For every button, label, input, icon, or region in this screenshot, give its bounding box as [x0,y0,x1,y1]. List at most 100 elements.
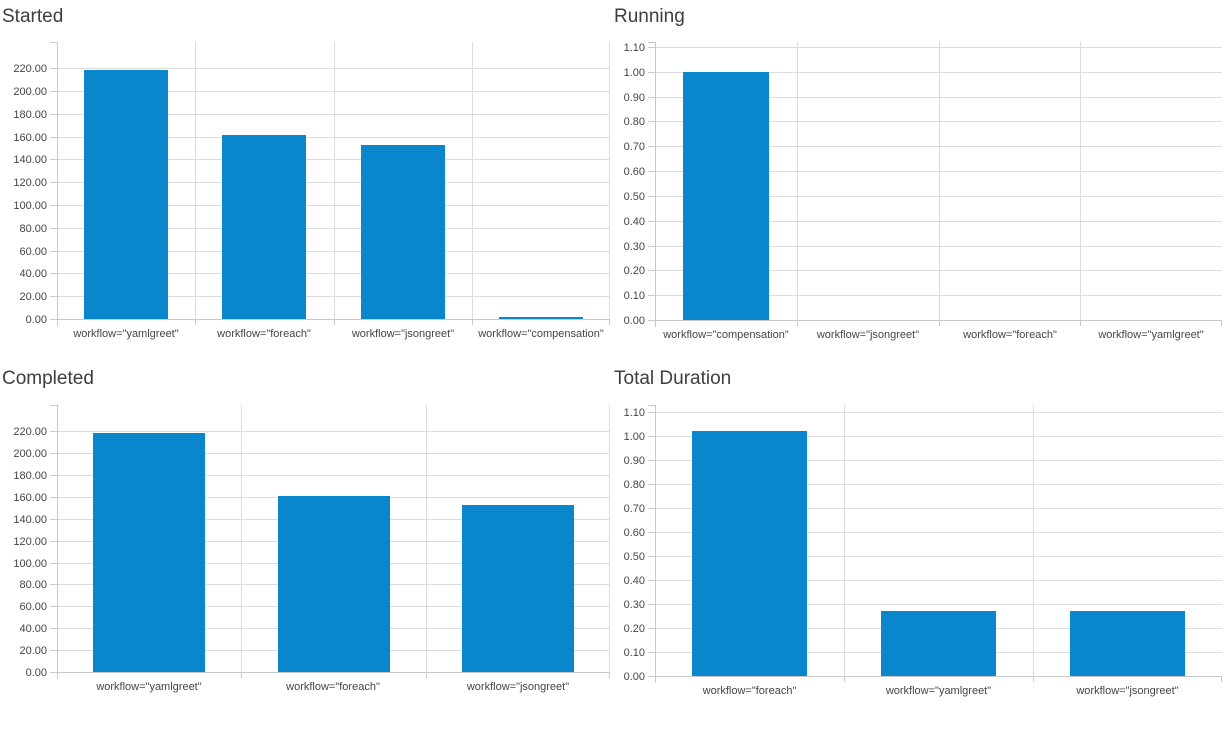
y-tick [50,497,57,498]
y-tick [50,584,57,585]
h-gridline [57,91,610,92]
bar-started-1[interactable] [222,135,306,319]
y-tick-label: 0.10 [623,289,645,302]
v-gridline [1080,42,1081,320]
bar-total-duration-2[interactable] [1070,611,1185,676]
bar-total-duration-0[interactable] [692,431,807,676]
bar-completed-2[interactable] [462,505,574,672]
chart-plot-running: 0.00 0.10 0.20 0.30 0.40 0.50 0.60 0.70 0.80 0.90… [624,42,1222,341]
y-tick [50,453,57,454]
h-gridline [655,580,1222,581]
x-tick-label: workflow="foreach" [963,329,1057,341]
y-tick-label: 200.00 [13,85,47,98]
y-tick-label: 0.00 [623,314,645,327]
y-tick-label: 0.80 [623,478,645,491]
bar-started-3[interactable] [499,317,583,319]
x-tick [609,319,610,325]
chart-title-total-duration: Total Duration [614,368,732,389]
x-tick-label: workflow="yamlgreet" [1098,329,1204,341]
x-tick-label: workflow="compensation" [663,329,789,341]
bar-started-0[interactable] [84,70,168,319]
y-tick [50,628,57,629]
v-gridline [609,405,610,672]
y-axis-top-tick [50,42,57,43]
y-tick [648,221,655,222]
y-tick-label: 0.30 [623,598,645,611]
h-gridline [655,676,1222,677]
y-tick [648,97,655,98]
v-gridline [334,42,335,319]
y-tick-label: 160.00 [13,131,47,144]
y-tick-label: 1.00 [623,66,645,79]
h-gridline [655,171,1222,172]
y-tick [648,652,655,653]
h-gridline [57,182,610,183]
y-tick [50,137,57,138]
y-tick [648,676,655,677]
v-gridline [472,42,473,319]
y-tick [648,556,655,557]
x-tick [797,320,798,326]
chart-panel-running: Running 0.00 0.10 0.20 0.30 0.40 0.50 0.60 0.70… [612,0,1225,360]
v-gridline [195,42,196,319]
h-gridline [57,68,610,69]
y-tick-label: 1.10 [623,406,645,419]
y-tick [648,146,655,147]
x-tick-label: workflow="foreach" [217,328,311,340]
y-tick-label: 0.40 [623,574,645,587]
y-tick [50,182,57,183]
y-tick-label: 100.00 [13,199,47,212]
h-gridline [57,296,610,297]
h-gridline [57,228,610,229]
y-tick [648,246,655,247]
bar-running-0[interactable] [683,72,769,320]
h-gridline [655,436,1222,437]
y-tick-label: 0.20 [623,264,645,277]
y-tick [50,205,57,206]
chart-plot-started: 0.00 20.00 40.00 60.00 80.00 100.00 120.00 140.… [13,42,610,340]
x-tick-label: workflow="jsongreet" [351,328,455,340]
v-gridline [1033,405,1034,676]
x-tick [655,676,656,682]
y-tick-label: 0.70 [623,502,645,515]
x-tick [1221,320,1222,326]
y-tick [50,296,57,297]
y-tick [648,196,655,197]
x-tick [426,672,427,678]
x-tick [57,319,58,325]
x-tick [241,672,242,678]
h-gridline [57,137,610,138]
y-tick [648,436,655,437]
h-gridline [57,205,610,206]
y-tick-label: 0.60 [623,165,645,178]
y-tick-label: 0.10 [623,646,645,659]
h-gridline [57,159,610,160]
x-tick-label: workflow="foreach" [702,685,797,697]
y-tick [648,604,655,605]
y-tick [50,606,57,607]
chart-plot-completed: 0.00 20.00 40.00 60.00 80.00 100.00 120.00 140.… [13,405,610,693]
x-tick [334,319,335,325]
y-tick [648,72,655,73]
bar-total-duration-1[interactable] [881,611,996,676]
bar-started-2[interactable] [361,145,445,319]
y-tick [648,532,655,533]
h-gridline [655,72,1222,73]
h-gridline [57,251,610,252]
chart-title-running: Running [614,6,685,27]
x-tick-label: workflow="jsongreet" [1076,685,1179,697]
y-tick [50,228,57,229]
h-gridline [57,114,610,115]
bar-completed-0[interactable] [93,433,205,672]
h-gridline [655,412,1222,413]
chart-panel-started: Started 0.00 20.00 40.00 60.00 80.00 100.00 12… [0,0,612,360]
y-tick-label: 100.00 [13,557,47,570]
y-tick [50,91,57,92]
y-axis-top-tick [648,42,655,43]
y-tick-label: 220.00 [13,425,47,438]
x-tick [1080,320,1081,326]
h-gridline [655,508,1222,509]
x-tick [1221,676,1222,682]
bar-completed-1[interactable] [278,496,390,672]
